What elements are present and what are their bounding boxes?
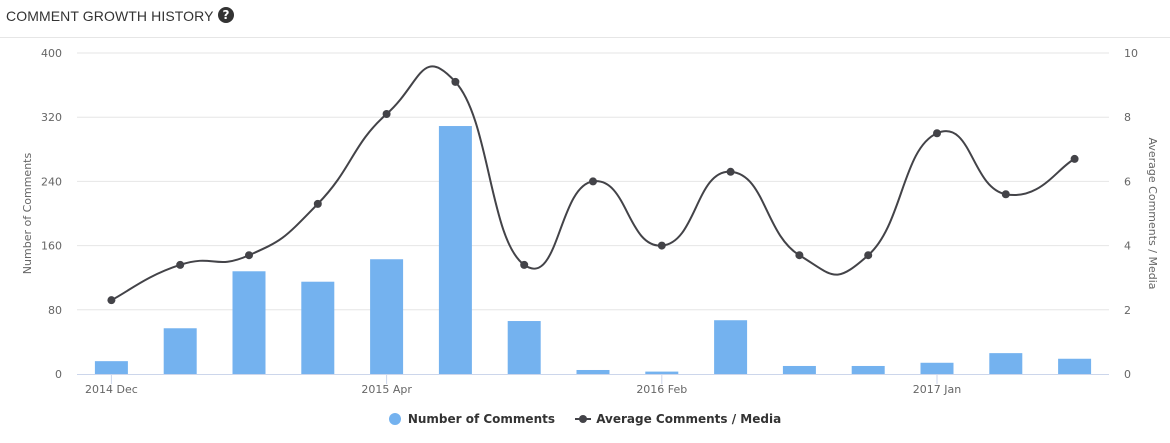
legend-label: Number of Comments xyxy=(407,412,555,426)
x-axis-tick-label: 2014 Dec xyxy=(85,383,138,396)
line-marker[interactable] xyxy=(726,167,735,176)
x-axis-tick-label: 2016 Feb xyxy=(636,383,687,396)
line-marker[interactable] xyxy=(451,77,460,86)
y-axis-tick-label: 0 xyxy=(55,368,62,381)
line-marker[interactable] xyxy=(864,251,873,260)
line-marker[interactable] xyxy=(176,260,185,269)
bar[interactable] xyxy=(370,259,404,374)
bar[interactable] xyxy=(232,271,266,374)
bar[interactable] xyxy=(989,353,1023,374)
y2-axis-tick-label: 6 xyxy=(1124,175,1131,188)
y-axis-tick-label: 320 xyxy=(41,111,62,124)
bar[interactable] xyxy=(1058,358,1092,374)
x-axis-tick-label: 2017 Jan xyxy=(913,383,961,396)
legend-label: Average Comments / Media xyxy=(596,412,782,426)
legend-item-number-of-comments[interactable]: Number of Comments xyxy=(388,412,555,426)
bar[interactable] xyxy=(507,321,541,374)
line-marker[interactable] xyxy=(795,251,804,260)
comment-growth-chart: 0 80 160 240 320 400 0 2 4 6 8 10 Number of Comments… xyxy=(21,47,1159,396)
line-marker[interactable] xyxy=(520,260,529,269)
y-axis-tick-label: 400 xyxy=(41,47,62,60)
y2-axis-tick-label: 8 xyxy=(1124,111,1131,124)
bar[interactable] xyxy=(782,365,816,374)
y2-axis-title: Average Comments / Media xyxy=(1146,137,1159,289)
line-marker[interactable] xyxy=(245,251,253,260)
bar[interactable] xyxy=(301,281,335,374)
line-marker[interactable] xyxy=(313,199,322,208)
chart-header: COMMENT GROWTH HISTORY ? xyxy=(0,0,1170,38)
bar[interactable] xyxy=(94,361,128,374)
bar[interactable] xyxy=(920,362,954,374)
line-marker[interactable] xyxy=(1001,190,1010,199)
bar[interactable] xyxy=(645,371,679,374)
legend-item-average-comments-media[interactable]: Average Comments / Media xyxy=(575,412,781,426)
x-axis-tick-label: 2015 Apr xyxy=(361,383,412,396)
question-circle-icon[interactable]: ? xyxy=(218,7,234,23)
circle-icon xyxy=(388,413,401,425)
bar[interactable] xyxy=(851,365,885,374)
chart-legend: Number of Comments Average Comments / Me… xyxy=(0,412,1170,428)
y-axis-tick-label: 160 xyxy=(41,240,62,253)
line-marker[interactable] xyxy=(589,177,597,186)
bar[interactable] xyxy=(438,126,472,374)
bar[interactable] xyxy=(163,328,197,374)
y-axis-title: Number of Comments xyxy=(21,153,34,275)
bar[interactable] xyxy=(576,369,610,374)
y2-axis-tick-label: 4 xyxy=(1124,240,1131,253)
y-axis-tick-label: 80 xyxy=(48,304,62,317)
y-axis-tick-label: 240 xyxy=(41,175,62,188)
line-marker[interactable] xyxy=(933,129,941,138)
line-marker[interactable] xyxy=(657,241,666,250)
line-marker[interactable] xyxy=(382,109,391,118)
y2-axis-tick-label: 10 xyxy=(1124,47,1138,60)
chart-title: COMMENT GROWTH HISTORY xyxy=(6,8,214,24)
line-marker[interactable] xyxy=(107,296,116,305)
y2-axis-tick-label: 0 xyxy=(1124,368,1131,381)
bar[interactable] xyxy=(714,320,748,374)
line-marker[interactable] xyxy=(1070,154,1079,163)
line-marker-icon xyxy=(575,413,592,425)
y2-axis-tick-label: 2 xyxy=(1124,304,1131,317)
